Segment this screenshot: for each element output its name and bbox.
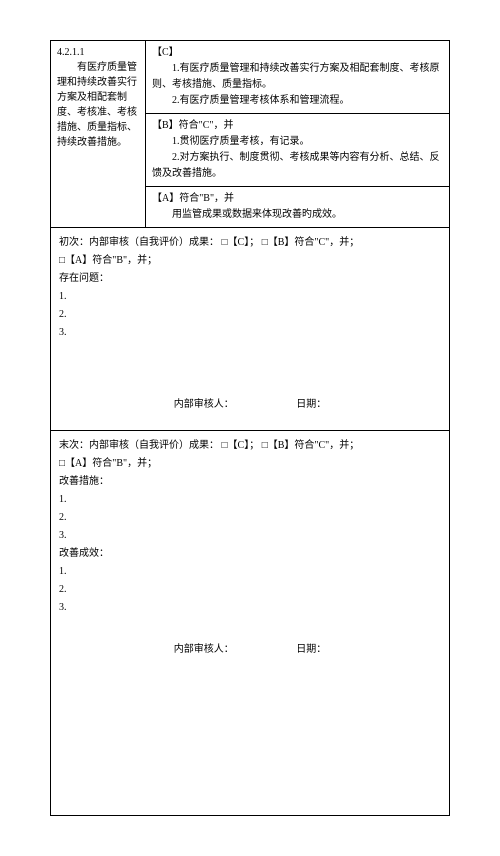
level-a-item-1: 用监管成果或数据来体现改善旳成效。: [152, 207, 443, 223]
improve-2: 2.: [59, 509, 441, 527]
level-c: 【C】 1.有医疗质量管理和持续改善实行方案及相配套制度、考核原则、考核措施、质…: [146, 41, 449, 114]
criteria-row: 4.2.1.1 有医疗质量管理和持续改善实行方案及相配套制度、考核准、考核措施、…: [51, 41, 449, 228]
level-b: 【B】符合"C"，并 1.贯彻医疗质量考核，有记录。 2.对方案执行、制度贯彻、…: [146, 114, 449, 187]
problem-3: 3.: [59, 324, 441, 342]
document-table: 4.2.1.1 有医疗质量管理和持续改善实行方案及相配套制度、考核准、考核措施、…: [50, 40, 450, 816]
checkbox-a-2[interactable]: □【A】符合"B"，并；: [59, 455, 157, 473]
last-audit-row: 末次：内部审核（自我评价）成果： □【C】； □【B】符合"C"，并； □【A】…: [51, 431, 449, 815]
checkbox-b-2[interactable]: □【B】符合"C"，并；: [262, 437, 360, 455]
section-cell: 4.2.1.1 有医疗质量管理和持续改善实行方案及相配套制度、考核准、考核措施、…: [51, 41, 146, 227]
level-a-title: 【A】符合"B"，并: [152, 191, 443, 207]
level-b-title: 【B】符合"C"，并: [152, 118, 443, 134]
first-signature-line: 内部审核人： 日期：: [59, 392, 441, 424]
problems-label: 存在问题：: [59, 270, 441, 288]
checkbox-c[interactable]: □【C】；: [222, 234, 260, 252]
auditor-label: 内部审核人：: [174, 396, 234, 414]
effect-1: 1.: [59, 563, 441, 581]
problem-1: 1.: [59, 288, 441, 306]
level-c-title: 【C】: [152, 45, 443, 61]
effect-label: 改善成效：: [59, 545, 441, 563]
first-audit-line: 初次：内部审核（自我评价）成果： □【C】； □【B】符合"C"，并； □【A】…: [59, 234, 441, 270]
level-b-item-2: 2.对方案执行、制度贯彻、考核成果等内容有分析、总结、反馈及改善措施。: [152, 150, 443, 182]
section-desc: 有医疗质量管理和持续改善实行方案及相配套制度、考核准、考核措施、质量指标、持续改…: [57, 60, 139, 150]
last-signature-line: 内部审核人： 日期：: [59, 637, 441, 669]
improve-label: 改善措施：: [59, 473, 441, 491]
level-a: 【A】符合"B"，并 用监管成果或数据来体现改善旳成效。: [146, 187, 449, 227]
last-audit-line: 末次：内部审核（自我评价）成果： □【C】； □【B】符合"C"，并； □【A】…: [59, 437, 441, 473]
checkbox-c-2[interactable]: □【C】；: [222, 437, 260, 455]
date-label: 日期：: [296, 396, 326, 414]
first-audit-row: 初次：内部审核（自我评价）成果： □【C】； □【B】符合"C"，并； □【A】…: [51, 228, 449, 431]
date-label-2: 日期：: [296, 641, 326, 659]
problem-2: 2.: [59, 306, 441, 324]
checkbox-a[interactable]: □【A】符合"B"，并；: [59, 252, 157, 270]
checkbox-b[interactable]: □【B】符合"C"，并；: [262, 234, 360, 252]
level-c-item-1: 1.有医疗质量管理和持续改善实行方案及相配套制度、考核原则、考核措施、质量指标。: [152, 61, 443, 93]
first-audit-label: 初次：内部审核（自我评价）成果：: [59, 237, 219, 248]
section-number: 4.2.1.1: [57, 45, 139, 60]
improve-1: 1.: [59, 491, 441, 509]
auditor-label-2: 内部审核人：: [174, 641, 234, 659]
last-audit-label: 末次：内部审核（自我评价）成果：: [59, 440, 219, 451]
levels-cell: 【C】 1.有医疗质量管理和持续改善实行方案及相配套制度、考核原则、考核措施、质…: [146, 41, 449, 227]
level-c-item-2: 2.有医疗质量管理考核体系和管理流程。: [152, 93, 443, 109]
effect-3: 3.: [59, 599, 441, 617]
level-b-item-1: 1.贯彻医疗质量考核，有记录。: [152, 134, 443, 150]
effect-2: 2.: [59, 581, 441, 599]
improve-3: 3.: [59, 527, 441, 545]
